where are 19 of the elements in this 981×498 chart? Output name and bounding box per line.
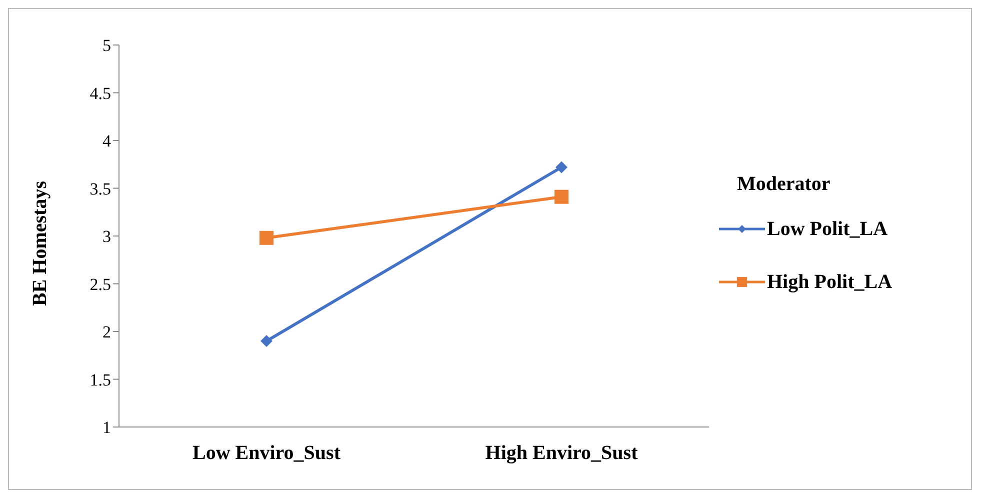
y-tick-label: 2.5 bbox=[90, 274, 111, 294]
y-tick-label: 4 bbox=[102, 132, 112, 151]
legend-label: Low Polit_LA bbox=[767, 218, 888, 240]
x-tick-label: Low Enviro_Sust bbox=[192, 442, 341, 464]
point bbox=[260, 335, 272, 348]
y-tick-label: 1 bbox=[102, 418, 111, 438]
legend-label: High Polit_LA bbox=[767, 270, 892, 294]
y-tick-label: 3.5 bbox=[90, 179, 111, 198]
y-tick-label: 3 bbox=[102, 227, 111, 246]
y-tick-label: 4.5 bbox=[90, 84, 111, 103]
point bbox=[260, 230, 274, 245]
y-tick-label: 5 bbox=[102, 36, 111, 56]
x-tick-label: High Enviro_Sust bbox=[485, 442, 638, 464]
legend-title: Moderator bbox=[737, 172, 832, 196]
point bbox=[554, 190, 568, 204]
y-axis-title: BE Homestays bbox=[29, 180, 52, 306]
y-tick-label: 1.5 bbox=[90, 370, 111, 390]
y-tick-label: 2 bbox=[102, 322, 111, 342]
point bbox=[556, 161, 568, 174]
